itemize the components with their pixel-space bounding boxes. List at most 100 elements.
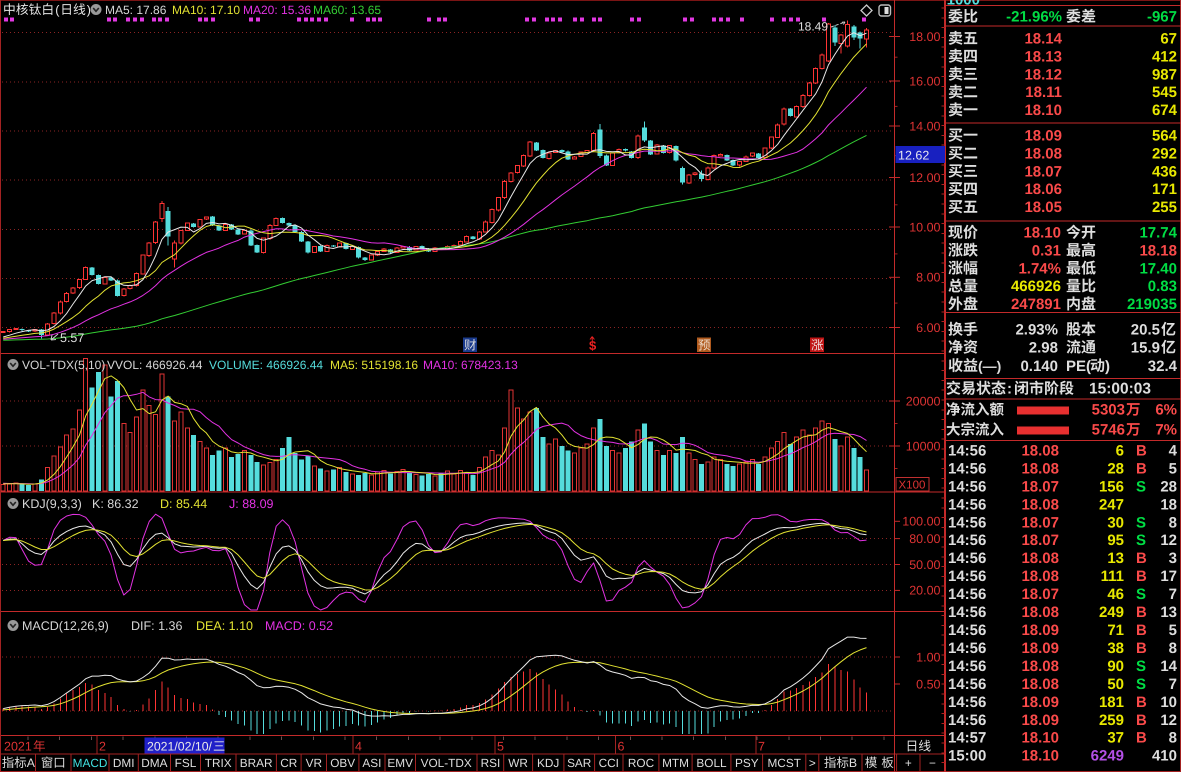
svg-text:5.57: 5.57	[60, 331, 84, 345]
svg-text:DMI: DMI	[113, 756, 135, 770]
svg-text:S: S	[1136, 478, 1146, 495]
svg-text:10: 10	[1160, 694, 1177, 711]
svg-text:OBV: OBV	[330, 756, 355, 770]
svg-text:14.00: 14.00	[909, 119, 940, 133]
svg-text:20.5: 20.5	[1131, 322, 1160, 339]
svg-text:MACD: 0.52: MACD: 0.52	[265, 619, 333, 633]
svg-text:-967: -967	[1147, 9, 1177, 26]
svg-text:37: 37	[1107, 730, 1124, 747]
svg-text:32.4: 32.4	[1148, 358, 1178, 375]
svg-text:1000: 1000	[947, 0, 980, 9]
svg-text:KDJ(9,3,3): KDJ(9,3,3)	[22, 497, 82, 511]
svg-text:B: B	[1136, 730, 1147, 747]
svg-text:S: S	[1136, 658, 1146, 675]
svg-text:K: 86.32: K: 86.32	[92, 497, 139, 511]
svg-text:18.08: 18.08	[1021, 568, 1059, 585]
svg-text:DIF: 1.36: DIF: 1.36	[131, 619, 182, 633]
svg-text:90: 90	[1107, 658, 1124, 675]
svg-text:+: +	[905, 756, 912, 770]
svg-text:DEA: 1.10: DEA: 1.10	[196, 619, 253, 633]
svg-text:5746: 5746	[1092, 422, 1125, 439]
svg-text:18.10: 18.10	[1021, 748, 1059, 765]
svg-text:7%: 7%	[1155, 422, 1177, 439]
svg-text:111: 111	[1101, 568, 1124, 585]
svg-text:0.140: 0.140	[1020, 358, 1058, 375]
svg-text:7: 7	[1169, 586, 1177, 603]
svg-text:20000: 20000	[906, 394, 941, 408]
svg-text:ROC: ROC	[628, 756, 655, 770]
svg-text:S: S	[1136, 676, 1146, 693]
svg-text:156: 156	[1099, 478, 1124, 495]
svg-text:30: 30	[1107, 514, 1124, 531]
svg-text:10000: 10000	[906, 439, 941, 453]
svg-text:(: (	[55, 3, 60, 17]
svg-text:2021/02/10/: 2021/02/10/	[147, 740, 213, 754]
svg-text:−: −	[929, 756, 936, 770]
svg-text:EMV: EMV	[387, 756, 413, 770]
svg-text:MACD(12,26,9): MACD(12,26,9)	[22, 619, 109, 633]
svg-text:14:56: 14:56	[948, 658, 986, 675]
svg-text:SAR: SAR	[567, 756, 591, 770]
svg-text:18.12: 18.12	[1024, 66, 1062, 83]
svg-text:>: >	[809, 756, 816, 770]
svg-text:8: 8	[1169, 514, 1177, 531]
svg-text:17.40: 17.40	[1139, 260, 1177, 277]
svg-text:46: 46	[1107, 586, 1124, 603]
svg-text:A: A	[27, 756, 36, 770]
svg-text:18.00: 18.00	[909, 30, 940, 44]
svg-text:18.11: 18.11	[1025, 84, 1062, 101]
svg-text:20.00: 20.00	[909, 584, 940, 598]
svg-text:14: 14	[1160, 658, 1177, 675]
svg-text:DMA: DMA	[141, 756, 167, 770]
svg-text:564: 564	[1152, 128, 1178, 145]
svg-text:18.14: 18.14	[1024, 31, 1062, 48]
svg-text:50: 50	[1107, 676, 1124, 693]
svg-text:14:56: 14:56	[948, 443, 986, 460]
svg-text:18: 18	[1160, 496, 1177, 513]
svg-text:5: 5	[1169, 460, 1177, 477]
svg-text:12.00: 12.00	[909, 171, 940, 185]
svg-text:): )	[87, 3, 91, 17]
svg-text:MA10: 678423.13: MA10: 678423.13	[423, 358, 518, 372]
svg-text:14:56: 14:56	[948, 496, 986, 513]
svg-text:S: S	[1136, 514, 1146, 531]
svg-text:50.00: 50.00	[909, 558, 940, 572]
svg-text:B: B	[849, 756, 857, 770]
svg-text:10.00: 10.00	[909, 220, 940, 234]
svg-text:255: 255	[1152, 199, 1177, 216]
svg-text:16.00: 16.00	[909, 74, 940, 88]
svg-text:18.05: 18.05	[1024, 199, 1062, 216]
svg-text:B: B	[1136, 443, 1147, 460]
svg-text:5303: 5303	[1092, 402, 1125, 419]
svg-text:18.07: 18.07	[1021, 586, 1059, 603]
svg-text:18.09: 18.09	[1021, 622, 1059, 639]
svg-text:6249: 6249	[1091, 748, 1124, 765]
svg-text:18.49: 18.49	[798, 20, 828, 34]
svg-text:18.08: 18.08	[1021, 496, 1059, 513]
svg-text:95: 95	[1107, 532, 1124, 549]
svg-text:18.10: 18.10	[1021, 730, 1059, 747]
svg-text:247: 247	[1099, 496, 1124, 513]
svg-text:WR: WR	[508, 756, 528, 770]
svg-text:$: $	[589, 338, 597, 353]
svg-text:8.00: 8.00	[916, 271, 940, 285]
svg-text:14:56: 14:56	[948, 604, 986, 621]
svg-text:B: B	[1136, 712, 1147, 729]
svg-text:28: 28	[1160, 478, 1177, 495]
svg-text:D: 85.44: D: 85.44	[160, 497, 207, 511]
svg-text:18.09: 18.09	[1021, 694, 1059, 711]
svg-text:38: 38	[1107, 640, 1124, 657]
svg-text::: :	[1007, 381, 1012, 398]
svg-text:292: 292	[1152, 145, 1177, 162]
svg-text:S: S	[1136, 532, 1146, 549]
svg-text:15:00:03: 15:00:03	[1089, 381, 1151, 398]
svg-text:PE(: PE(	[1066, 358, 1091, 375]
svg-text:B: B	[1136, 694, 1147, 711]
svg-text:7: 7	[758, 740, 765, 754]
svg-text:14:56: 14:56	[948, 676, 986, 693]
svg-text:18.08: 18.08	[1024, 145, 1062, 162]
svg-text:8: 8	[1169, 640, 1177, 657]
svg-text:4: 4	[1169, 443, 1178, 460]
svg-text:2.93%: 2.93%	[1015, 322, 1058, 339]
svg-text:14:56: 14:56	[948, 586, 986, 603]
